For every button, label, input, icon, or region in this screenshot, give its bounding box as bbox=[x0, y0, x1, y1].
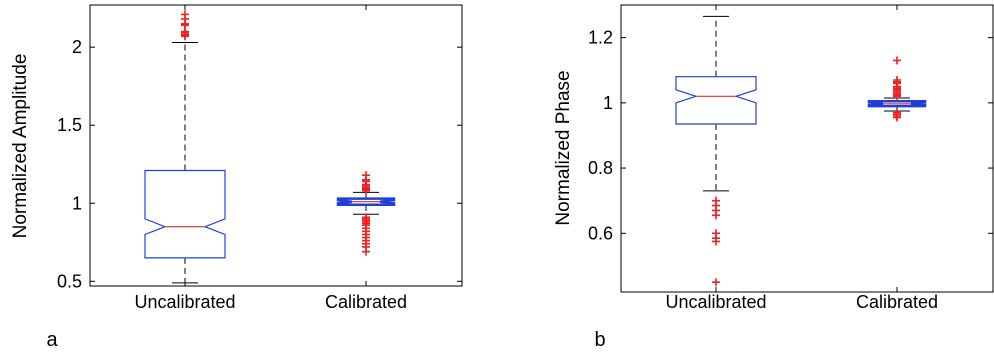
x-tick-label: Calibrated bbox=[856, 292, 938, 312]
y-tick-label: 1 bbox=[72, 193, 82, 213]
x-tick-label: Uncalibrated bbox=[134, 292, 235, 312]
y-axis-label: Normalized Phase bbox=[553, 70, 574, 225]
x-tick-label: Calibrated bbox=[325, 292, 407, 312]
outlier-marker bbox=[362, 213, 370, 222]
outlier-marker bbox=[181, 10, 189, 19]
x-tick-label: Uncalibrated bbox=[665, 292, 766, 312]
y-tick-label: 1 bbox=[603, 93, 613, 113]
axes-frame bbox=[620, 4, 994, 293]
y-axis-label: Normalized Amplitude bbox=[10, 54, 31, 239]
y-tick-label: 0.8 bbox=[588, 158, 613, 178]
outlier-marker bbox=[893, 76, 901, 85]
y-tick-label: 2 bbox=[72, 37, 82, 57]
box-body bbox=[675, 76, 757, 125]
box-body bbox=[144, 169, 226, 259]
y-tick-label: 1.2 bbox=[588, 28, 613, 48]
outlier-marker bbox=[362, 171, 370, 180]
y-tick-label: 1.5 bbox=[57, 115, 82, 135]
panel-label: b bbox=[594, 329, 605, 351]
axes-frame bbox=[89, 4, 463, 287]
outlier-marker bbox=[712, 278, 720, 287]
panel-label: a bbox=[46, 329, 58, 351]
y-tick-label: 0.5 bbox=[57, 271, 82, 291]
outlier-marker bbox=[712, 196, 720, 205]
outlier-marker bbox=[893, 108, 901, 117]
chart-panel-b: 0.6 0.8 1 1.2 Uncalibrated Calibrated Normaliz… bbox=[553, 4, 994, 351]
chart-panel-a: 0.5 1 1.5 2 Uncalibrated Calibrated Normalized… bbox=[10, 4, 463, 351]
outlier-marker bbox=[893, 56, 901, 65]
y-tick-label: 0.6 bbox=[588, 223, 613, 243]
outlier-marker bbox=[712, 229, 720, 238]
